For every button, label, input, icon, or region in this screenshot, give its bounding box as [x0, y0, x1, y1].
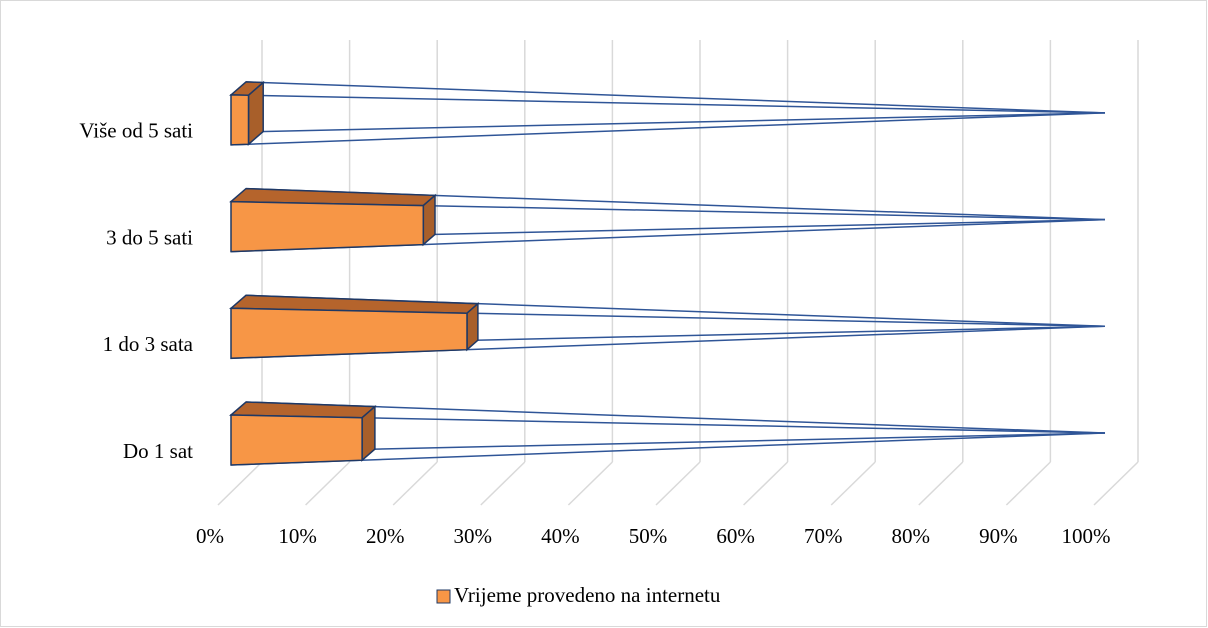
bar	[230, 94, 250, 146]
x-tick-label: 60%	[716, 524, 755, 548]
x-tick-label: 90%	[979, 524, 1018, 548]
x-tick-label: 0%	[196, 524, 224, 548]
y-tick-label: 1 do 3 sata	[103, 332, 194, 356]
grid-line	[743, 461, 789, 506]
x-tick-label: 40%	[541, 524, 580, 548]
y-tick-label: Više od 5 sati	[79, 119, 193, 143]
grid-line	[1093, 461, 1139, 506]
legend-swatch	[436, 589, 451, 604]
x-tick-label: 30%	[454, 524, 493, 548]
bar	[230, 307, 468, 360]
x-tick-label: 100%	[1062, 524, 1111, 548]
x-tick-label: 80%	[892, 524, 931, 548]
bar	[230, 200, 425, 253]
y-tick-label: Do 1 sat	[123, 439, 193, 463]
grid-line	[655, 461, 701, 506]
grid-line	[305, 461, 351, 506]
pyramid-outline	[245, 112, 1106, 133]
grid-line	[480, 461, 526, 506]
grid-line	[567, 461, 613, 506]
grid-line	[217, 461, 263, 506]
pyramid-outline	[245, 401, 1106, 434]
pyramid-outline	[245, 432, 1106, 453]
x-tick-label: 10%	[278, 524, 317, 548]
grid-line	[392, 461, 438, 506]
pyramid-outline	[245, 81, 1106, 114]
y-tick-label: 3 do 5 sati	[106, 225, 193, 249]
grid-line	[918, 461, 964, 506]
pyramid-outline	[230, 414, 1106, 434]
pyramid-outline	[230, 94, 1106, 114]
x-tick-label: 70%	[804, 524, 843, 548]
legend-label: Vrijeme provedeno na internetu	[454, 583, 721, 607]
pyramid-outline	[230, 112, 1106, 146]
grid-line	[830, 461, 876, 506]
x-tick-label: 50%	[629, 524, 668, 548]
pyramid-outline	[230, 432, 1106, 466]
bar	[230, 414, 363, 466]
x-tick-label: 20%	[366, 524, 405, 548]
grid-line	[1005, 461, 1051, 506]
